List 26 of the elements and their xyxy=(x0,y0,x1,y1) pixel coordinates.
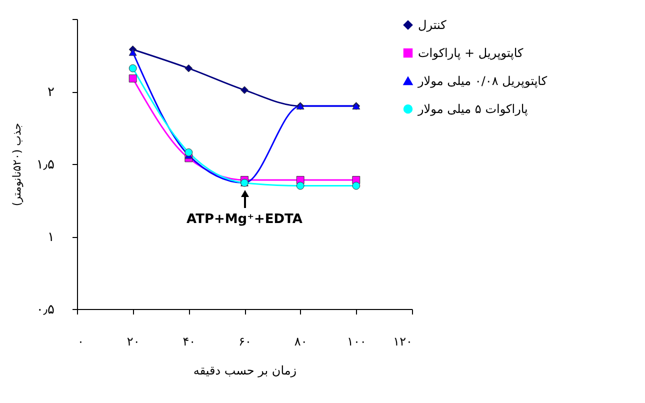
y-tick-label: ۰٫۵ xyxy=(36,302,55,318)
y-tick-label: ۱ xyxy=(48,230,54,245)
point xyxy=(352,182,360,190)
x-tick-label: ۴۰ xyxy=(182,334,196,348)
point xyxy=(128,74,137,82)
y-tick-label: ۱٫۵ xyxy=(36,158,55,172)
point xyxy=(184,148,193,156)
x-tick-label: ۲۰ xyxy=(126,334,140,348)
x-axis-title: زمان بر حسب دقیقه xyxy=(193,364,297,378)
point xyxy=(240,86,248,94)
x-tick-label: ۱۲۰ xyxy=(393,334,412,348)
legend-label: کنترل xyxy=(418,18,447,32)
point xyxy=(128,48,137,56)
annotation: ATP+Mg⁺+EDTA xyxy=(186,212,302,227)
point xyxy=(296,182,304,190)
legend-label: کاپتوپریل + پاراکوات xyxy=(418,46,524,60)
y-axis-title: جذب (۵۲۰نانومتر) xyxy=(10,122,24,206)
x-tick-label: ۰ xyxy=(78,334,84,348)
y-tick-label: ۲ xyxy=(48,85,55,100)
x-tick-label: ۸۰ xyxy=(294,334,308,348)
legend-label: پاراکوات ۵ میلی مولار xyxy=(417,102,528,116)
point xyxy=(128,64,137,72)
legend-label: کاپتوپریل ۰/۰۸ میلی مولار xyxy=(417,74,548,88)
x-tick-label: ۶۰ xyxy=(238,334,252,348)
x-tick-label: ۱۰۰ xyxy=(346,334,366,348)
point xyxy=(184,64,193,72)
